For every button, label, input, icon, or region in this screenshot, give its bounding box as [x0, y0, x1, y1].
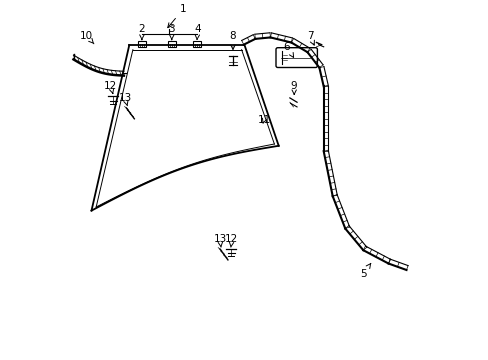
Text: 9: 9	[290, 81, 297, 94]
Text: 7: 7	[306, 31, 314, 45]
Text: 13: 13	[118, 93, 131, 106]
Text: 1: 1	[167, 4, 186, 28]
Text: 12: 12	[104, 81, 117, 94]
Text: 12: 12	[225, 234, 238, 247]
Text: 2: 2	[138, 24, 145, 40]
Text: 3: 3	[168, 24, 175, 40]
Text: 11: 11	[257, 114, 270, 125]
Text: 13: 13	[213, 234, 226, 247]
Text: 6: 6	[283, 42, 293, 58]
Bar	[138, 41, 145, 47]
Text: 8: 8	[229, 31, 236, 49]
Text: 4: 4	[194, 24, 201, 40]
Bar	[167, 41, 175, 47]
Text: 5: 5	[359, 264, 370, 279]
Text: 10: 10	[80, 31, 94, 44]
Bar	[193, 41, 201, 47]
